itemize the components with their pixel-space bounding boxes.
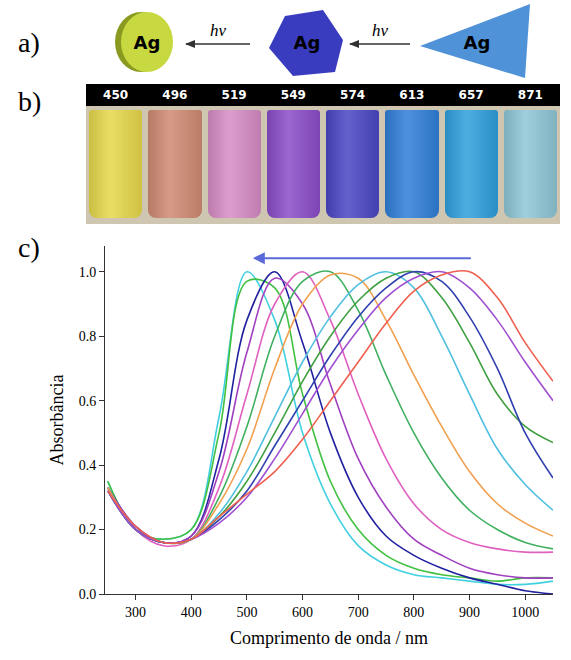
html-text:871: 871 [517,88,543,102]
svg-text:300: 300 [125,605,146,620]
html-text:549: 549 [280,88,306,102]
svg-text:Ag: Ag [134,32,161,53]
svg-text:500: 500 [236,605,257,620]
svg-text:Comprimento de onda / nm: Comprimento de onda / nm [230,628,428,648]
svg-text:0.0: 0.0 [79,587,97,602]
svg-text:800: 800 [403,605,424,620]
html-text:b): b) [18,86,42,117]
svg-text:Absorbância: Absorbância [47,375,67,466]
html-text:574: 574 [340,88,366,102]
svg-text:Ag: Ag [294,32,321,53]
svg-text:0.2: 0.2 [79,522,97,537]
html-text:657: 657 [458,88,484,102]
html-text:496: 496 [162,88,188,102]
svg-text:hν: hν [210,21,227,40]
svg-text:1.0: 1.0 [79,265,97,280]
svg-text:0.6: 0.6 [79,394,97,409]
svg-text:a): a) [18,27,40,58]
svg-text:1000: 1000 [511,605,539,620]
html-text:519: 519 [221,88,247,102]
html-text:613: 613 [399,88,425,102]
svg-text:700: 700 [348,605,369,620]
svg-text:900: 900 [459,605,480,620]
svg-text:400: 400 [181,605,202,620]
svg-text:hν: hν [372,21,389,40]
svg-text:Ag: Ag [464,32,491,53]
html-text:450: 450 [103,88,129,102]
html-text:c): c) [18,232,40,263]
svg-text:0.8: 0.8 [79,329,97,344]
svg-text:0.4: 0.4 [79,458,97,473]
svg-text:600: 600 [292,605,313,620]
